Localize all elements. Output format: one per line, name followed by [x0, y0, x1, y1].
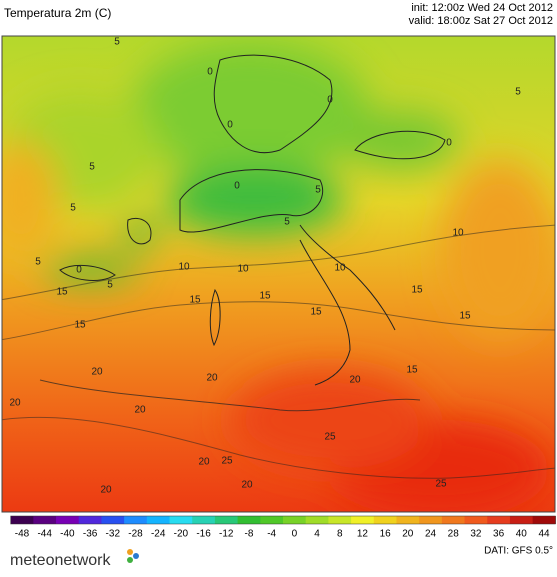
colorbar-label: 44	[538, 529, 550, 540]
colorbar-segment	[10, 516, 34, 524]
contour-label: 25	[435, 479, 447, 490]
colorbar-label: 0	[292, 529, 298, 540]
contour-label: 15	[459, 311, 471, 322]
contour-label: 0	[234, 181, 240, 192]
contour-label: 15	[56, 287, 68, 298]
contour-label: 10	[452, 228, 464, 239]
contour-label: 5	[284, 217, 290, 228]
colorbar-label: 8	[337, 529, 343, 540]
data-source: DATI: GFS 0.5°	[484, 546, 553, 557]
contour-label: 10	[237, 264, 249, 275]
colorbar-label: 20	[402, 529, 414, 540]
colorbar-segment	[214, 516, 239, 524]
colorbar-label: 12	[357, 529, 369, 540]
contour-label: 15	[406, 365, 418, 376]
map-title: Temperatura 2m (C)	[4, 6, 111, 20]
contour-label: 20	[9, 398, 21, 409]
logo: meteonetwork	[10, 552, 111, 569]
colorbar-label: -24	[151, 529, 166, 540]
colorbar-segment	[532, 516, 556, 524]
colorbar-segment	[419, 516, 443, 524]
colorbar-label: -48	[15, 529, 30, 540]
contour-label: 20	[198, 457, 210, 468]
contour-label: 0	[207, 67, 213, 78]
colorbar-label: -32	[106, 529, 121, 540]
colorbar-label: -12	[219, 529, 234, 540]
colorbar-segment	[101, 516, 125, 524]
colorbar-segment	[260, 516, 284, 524]
contour-label: 0	[327, 95, 333, 106]
contour-label: 20	[100, 485, 112, 496]
colorbar-label: 28	[448, 529, 460, 540]
map-frame	[1, 35, 556, 513]
contour-label: 20	[349, 375, 361, 386]
map: 5 0 0 5 5 0 0 5 0 5 5 5 0 5 10 10 10 10 15 15 15 15 15 15 15 15 20…	[2, 36, 555, 512]
logo-dot	[127, 557, 133, 563]
colorbar-frame	[10, 515, 556, 525]
contour-label: 20	[91, 367, 103, 378]
contour-label: 15	[411, 285, 423, 296]
logo-dot	[133, 553, 139, 559]
contour-label: 10	[334, 263, 346, 274]
contour-label: 5	[114, 37, 120, 48]
colorbar-segment	[237, 516, 261, 524]
contour-label: 0	[76, 265, 82, 276]
colorbar-segment	[328, 516, 352, 524]
contour-label: 20	[134, 405, 146, 416]
colorbar-segment	[305, 516, 329, 524]
colorbar-segment	[487, 516, 511, 524]
colorbar-label: 36	[493, 529, 505, 540]
colorbar-label: 24	[425, 529, 437, 540]
contour-label: 20	[206, 373, 218, 384]
colorbar-segment	[509, 516, 534, 524]
contour-label: 0	[227, 120, 233, 131]
valid-time: valid: 18:00z Sat 27 Oct 2012	[409, 15, 553, 27]
contour-label: 15	[310, 307, 322, 318]
logo-dot	[127, 549, 133, 555]
colorbar-segment	[56, 516, 80, 524]
contour-label: 5	[315, 185, 321, 196]
colorbar-segment	[169, 516, 193, 524]
colorbar-label: -20	[174, 529, 189, 540]
colorbar-label: -28	[128, 529, 143, 540]
colorbar-segment	[78, 516, 102, 524]
colorbar-segment	[464, 516, 488, 524]
colorbar-label: -16	[196, 529, 211, 540]
contour-label: 15	[259, 291, 271, 302]
contour-label: 25	[324, 432, 336, 443]
contour-label: 5	[70, 203, 76, 214]
colorbar-label: -36	[83, 529, 98, 540]
colorbar-segment	[441, 516, 466, 524]
contour-label: 5	[89, 162, 95, 173]
contour-label: 25	[221, 456, 233, 467]
colorbar-label: 40	[516, 529, 528, 540]
contour-label: 20	[241, 480, 253, 491]
contour-label: 5	[515, 87, 521, 98]
colorbar-segment	[283, 516, 307, 524]
colorbar-label: -4	[267, 529, 276, 540]
contour-label: 5	[107, 280, 113, 291]
init-time: init: 12:00z Wed 24 Oct 2012	[411, 2, 553, 14]
contour-label: 10	[178, 262, 190, 273]
colorbar-label: 32	[470, 529, 482, 540]
colorbar-label: 4	[314, 529, 320, 540]
colorbar-label: -44	[37, 529, 52, 540]
colorbar-label: -8	[245, 529, 254, 540]
colorbar-segment	[33, 516, 57, 524]
colorbar-segment	[351, 516, 375, 524]
contour-label: 0	[446, 138, 452, 149]
contour-label: 5	[35, 257, 41, 268]
contour-label: 15	[189, 295, 201, 306]
colorbar-label: 16	[380, 529, 392, 540]
colorbar-segment	[373, 516, 397, 524]
colorbar-segment	[192, 516, 216, 524]
contour-label: 15	[74, 320, 86, 331]
colorbar-segment	[396, 516, 420, 524]
colorbar-segment	[146, 516, 171, 524]
colorbar-segment	[124, 516, 148, 524]
colorbar-label: -40	[60, 529, 75, 540]
